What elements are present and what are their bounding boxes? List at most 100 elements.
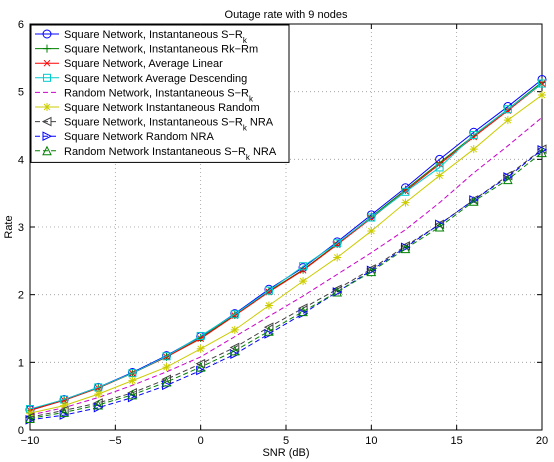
data-point [264, 301, 273, 310]
data-point [469, 130, 478, 139]
data-point [161, 376, 172, 387]
legend-label-main: Square Network, Average Linear [64, 58, 223, 70]
data-point [60, 396, 68, 404]
y-tick-label: 5 [18, 87, 24, 99]
legend-label: Random Network Instantaneous S−Rk NRA [64, 146, 277, 162]
legend-label-main: Square Network Average Descending [64, 73, 247, 85]
y-tick-label: 3 [18, 222, 24, 234]
data-point [94, 390, 103, 399]
legend-label-subscript: k [246, 152, 251, 161]
data-point [264, 286, 273, 295]
series-6 [26, 91, 546, 418]
legend: Square Network, Instantaneous S−RkSquare… [30, 24, 290, 163]
data-point [195, 358, 206, 369]
data-point [366, 266, 377, 277]
data-point [264, 326, 274, 336]
data-point [43, 73, 51, 82]
legend-label-suffix: NRA [247, 117, 274, 129]
legend-label: Square Network Average Descending [64, 73, 247, 85]
data-point [59, 407, 69, 417]
y-tick-label: 0 [18, 425, 24, 437]
legend-label-subscript: k [243, 36, 248, 45]
legend-label-main: Random Network, Instantaneous S−R [64, 87, 249, 99]
data-point [128, 376, 137, 385]
data-point [26, 409, 34, 418]
x-tick-label: 20 [536, 435, 548, 447]
series-line [29, 149, 543, 421]
legend-label: Square Network, Average Linear [64, 58, 223, 70]
y-axis-label: Rate [3, 215, 15, 238]
legend-item: Square Network, Average Linear [35, 58, 223, 70]
data-point [127, 392, 138, 403]
legend-item: Square Network, Instantaneous S−Rk NRA [35, 116, 274, 133]
data-point [333, 239, 342, 248]
data-point [42, 145, 52, 156]
data-point [229, 345, 240, 356]
data-point [25, 413, 35, 423]
legend-label-suffix: NRA [250, 146, 277, 158]
data-point [162, 352, 171, 361]
data-point [297, 303, 308, 314]
data-point [42, 29, 52, 39]
series-9 [25, 147, 547, 423]
data-point [435, 171, 444, 180]
data-point [229, 342, 240, 353]
legend-item: Square Network Average Descending [35, 73, 247, 85]
data-point [195, 361, 206, 372]
legend-item: Square Network, Instantaneous S−Rk [35, 29, 248, 45]
data-point [538, 79, 546, 88]
legend-item: Random Network Instantaneous S−Rk NRA [35, 145, 277, 162]
legend-label-main: Square Network, Instantaneous Rk−Rm [64, 44, 258, 56]
data-point [401, 187, 410, 196]
y-tick-label: 4 [18, 154, 24, 166]
legend-item: Square Network, Instantaneous Rk−Rm [35, 44, 258, 56]
legend-item: Square Network Random NRA [35, 131, 214, 143]
legend-label: Square Network Instantaneous Random [64, 102, 260, 114]
data-point [468, 196, 479, 206]
data-point [503, 116, 512, 125]
x-axis-label: SNR (dB) [262, 447, 309, 459]
chart-title: Outage rate with 9 nodes [225, 9, 348, 21]
legend-label-main: Square Network Random NRA [64, 131, 214, 143]
x-tick-label: 15 [451, 435, 463, 447]
data-point [127, 389, 138, 400]
data-point [196, 331, 205, 340]
legend-label-subscript: k [243, 123, 248, 132]
legend-label-main: Random Network Instantaneous S−R [64, 146, 246, 158]
legend-label: Square Network, Instantaneous S−Rk NRA [64, 117, 274, 133]
data-point [43, 44, 51, 53]
data-point [25, 415, 36, 425]
data-point [93, 402, 104, 413]
data-point [332, 286, 343, 297]
data-point [299, 266, 307, 274]
data-point [196, 344, 205, 353]
legend-label: Square Network, Instantaneous S−Rk [64, 29, 248, 45]
legend-label-main: Square Network Instantaneous Random [64, 102, 260, 114]
legend-label: Random Network, Instantaneous S−Rk [64, 87, 254, 103]
data-point [469, 145, 478, 154]
data-point [400, 243, 411, 254]
data-point [93, 399, 104, 410]
series-layer [24, 74, 548, 425]
data-point [503, 174, 513, 185]
y-tick-label: 1 [18, 357, 24, 369]
data-point [60, 401, 69, 410]
data-point [367, 227, 376, 236]
legend-label: Square Network Random NRA [64, 131, 214, 143]
x-tick-label: −10 [21, 435, 40, 447]
legend-label: Square Network, Instantaneous Rk−Rm [64, 44, 258, 56]
data-point [538, 78, 546, 87]
data-point [43, 103, 51, 111]
data-point [333, 253, 342, 262]
data-point [435, 158, 444, 167]
series-line [29, 94, 543, 414]
legend-label-subscript: k [249, 94, 254, 103]
x-tick-label: 10 [365, 435, 377, 447]
data-point [298, 306, 308, 317]
legend-label-main: Square Network, Instantaneous S−R [64, 117, 243, 129]
data-point [59, 410, 70, 420]
legend-item: Square Network Instantaneous Random [35, 102, 260, 114]
data-point [434, 221, 445, 232]
data-point [41, 116, 52, 127]
